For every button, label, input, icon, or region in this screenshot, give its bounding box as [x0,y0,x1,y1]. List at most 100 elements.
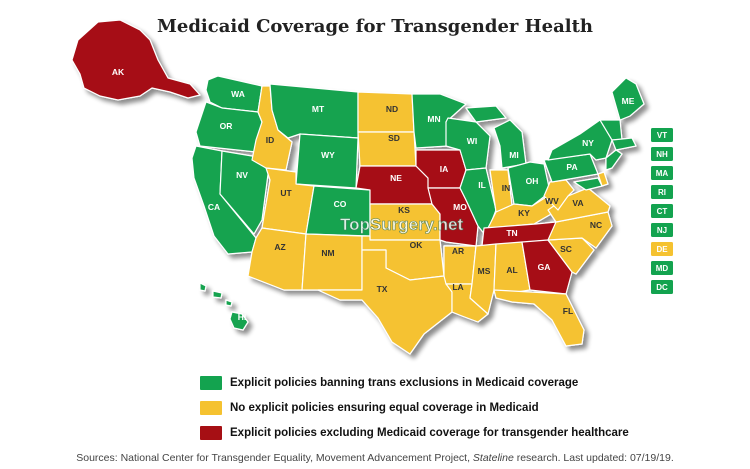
state-md [573,177,603,191]
state-label-wv: WV [545,196,559,206]
state-il [459,167,497,237]
state-label-mo: MO [453,202,467,212]
state-hi [199,282,207,292]
map-title: Medicaid Coverage for Transgender Health [156,16,594,37]
state-label-sc: SC [560,244,572,254]
state-label-az: AZ [274,242,285,252]
badge-ri [651,185,673,199]
badge-label-md: MD [656,264,669,273]
state-label-nm: NM [321,248,334,258]
badge-ma [651,166,673,180]
state-tx [317,249,453,355]
state-hi [229,311,249,331]
state-label-me: ME [622,96,635,106]
badge-label-nj: NJ [657,226,667,235]
badge-md [651,261,673,275]
legend-label: Explicit policies banning trans exclusio… [230,376,579,389]
state-label-va: VA [572,198,583,208]
badge-nh [651,147,673,161]
state-az [247,227,307,291]
state-label-or: OR [220,121,233,131]
state-label-la: LA [452,282,463,292]
source-note: Sources: National Center for Transgender… [0,452,750,464]
state-label-co: CO [334,199,347,209]
badge-de [651,242,673,256]
state-label-ak: AK [112,67,125,77]
badge-label-vt: VT [657,131,667,140]
badge-label-ma: MA [656,169,669,178]
state-label-ar: AR [452,246,464,256]
state-fl [493,289,585,347]
legend: Explicit policies banning trans exclusio… [200,370,629,445]
state-label-mn: MN [427,114,440,124]
state-label-oh: OH [526,176,539,186]
badge-nj [651,223,673,237]
state-wy [295,133,359,189]
badge-vt [651,128,673,142]
state-label-wa: WA [231,89,245,99]
state-label-tx: TX [377,284,388,294]
legend-swatch-green [200,375,222,390]
legend-item-red: Explicit policies excluding Medicaid cov… [200,420,629,445]
state-ma [611,137,637,151]
state-label-mt: MT [312,104,325,114]
state-label-nv: NV [236,170,248,180]
state-label-hi: HI [238,312,247,322]
state-mi [493,119,527,169]
state-label-in: IN [502,183,511,193]
state-label-il: IL [478,180,486,190]
state-label-tn: TN [506,228,517,238]
state-hi [225,299,233,307]
state-label-ok: OK [410,240,424,250]
source-suffix: research. Last updated: 07/19/19. [513,452,674,464]
state-nm [301,233,363,291]
legend-swatch-yellow [200,400,222,415]
legend-label: Explicit policies excluding Medicaid cov… [230,426,629,439]
badge-label-nh: NH [656,150,668,159]
state-label-mi: MI [509,150,518,160]
state-label-nd: ND [386,104,398,114]
state-label-pa: PA [566,162,577,172]
states-layer [71,19,645,355]
state-label-ks: KS [398,205,410,215]
state-nj [605,149,623,171]
source-prefix: Sources: National Center for Transgender… [76,452,473,464]
state-label-fl: FL [563,306,573,316]
badge-label-dc: DC [656,283,668,292]
state-label-ga: GA [538,262,551,272]
legend-swatch-red [200,425,222,440]
state-label-id: ID [266,135,275,145]
state-sd [357,131,417,167]
state-label-wi: WI [467,136,477,146]
state-label-ms: MS [478,266,491,276]
small-states-badges: VT NH MA RI CT NJ DE MD DC [651,128,673,294]
labels-layer: AK HI WA OR CA NV ID MT WY UT AZ CO NM ND SD NE KS OK TX MN… [112,67,635,322]
state-label-ia: IA [440,164,449,174]
state-label-ny: NY [582,138,594,148]
legend-item-green: Explicit policies banning trans exclusio… [200,370,629,395]
badge-label-de: DE [656,245,668,254]
state-wv [543,179,575,211]
state-ny [547,119,613,161]
state-label-nc: NC [590,220,602,230]
watermark: TopSurgery.net [340,215,463,234]
state-hi [212,290,223,299]
badge-label-ri: RI [658,188,666,197]
state-label-al: AL [506,265,517,275]
state-label-ne: NE [390,173,402,183]
state-label-ky: KY [518,208,530,218]
badge-dc [651,280,673,294]
legend-label: No explicit policies ensuring equal cove… [230,401,539,414]
state-mi [465,105,507,123]
legend-item-yellow: No explicit policies ensuring equal cove… [200,395,629,420]
state-ga [521,239,573,295]
state-label-sd: SD [388,133,400,143]
badge-label-ct: CT [657,207,668,216]
badge-ct [651,204,673,218]
source-italic: Stateline [472,452,514,464]
state-label-ca: CA [208,202,220,212]
state-label-wy: WY [321,150,335,160]
state-label-ut: UT [280,188,292,198]
state-ak [71,19,201,101]
